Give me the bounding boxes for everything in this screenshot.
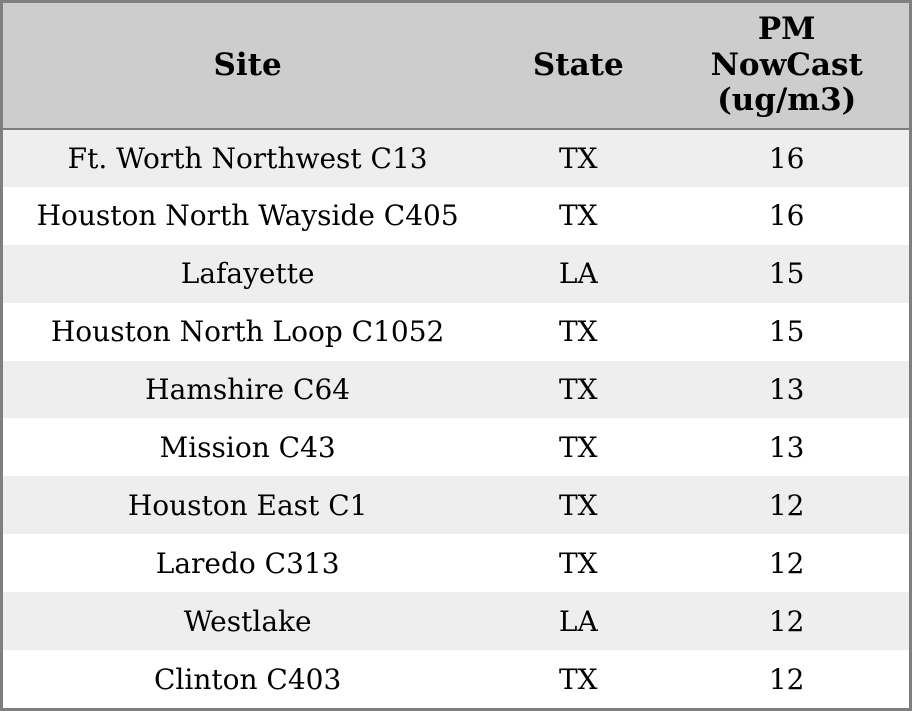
table-row: Mission C43 TX 13 (3, 418, 909, 477)
table-row: Laredo C313 TX 12 (3, 534, 909, 593)
cell-site: Hamshire C64 (145, 373, 351, 406)
cell-pm-nowcast: 16 (768, 199, 805, 233)
table-row: Westlake LA 12 (3, 592, 909, 651)
cell-pm-nowcast: 16 (768, 141, 805, 175)
table-header: Site State PM NowCast (ug/m3) (3, 3, 909, 130)
data-table: Site State PM NowCast (ug/m3) Ft. Worth … (3, 3, 909, 708)
cell-state: TX (559, 373, 598, 406)
column-header-pm-nowcast-label: PM NowCast (ug/m3) (710, 11, 863, 119)
cell-pm-nowcast: 12 (768, 488, 805, 522)
cell-state: TX (559, 315, 598, 349)
cell-state: TX (559, 199, 598, 233)
column-header-site: Site (3, 3, 493, 130)
cell-state: TX (559, 488, 598, 522)
column-header-pm-nowcast: PM NowCast (ug/m3) (664, 3, 909, 130)
table-row: Lafayette LA 15 (3, 244, 909, 303)
cell-state: TX (559, 430, 598, 464)
cell-site: Mission C43 (159, 430, 336, 464)
cell-state: LA (558, 604, 598, 638)
table-body: Ft. Worth Northwest C13 TX 16 Houston North… (3, 129, 909, 708)
table-row: Houston North Wayside C405 TX 16 (3, 186, 909, 245)
table-row: Ft. Worth Northwest C13 TX 16 (3, 129, 909, 187)
column-header-state: State (492, 3, 665, 130)
header-row: Site State PM NowCast (ug/m3) (3, 3, 909, 130)
cell-pm-nowcast: 12 (768, 662, 805, 696)
cell-state: TX (559, 546, 598, 580)
table-row: Houston East C1 TX 12 (3, 476, 909, 535)
cell-site: Ft. Worth Northwest C13 (67, 141, 428, 175)
cell-pm-nowcast: 12 (768, 604, 805, 638)
cell-site: Laredo C313 (155, 546, 340, 580)
cell-state: TX (559, 662, 598, 696)
cell-pm-nowcast: 15 (768, 257, 805, 291)
cell-pm-nowcast: 15 (768, 315, 805, 349)
cell-pm-nowcast: 13 (768, 373, 805, 406)
cell-state: LA (558, 257, 598, 291)
cell-site: Westlake (183, 604, 312, 638)
table-row: Clinton C403 TX 12 (3, 650, 909, 708)
cell-site: Houston North Loop C1052 (50, 315, 445, 349)
table-row: Hamshire C64 TX 13 (3, 360, 909, 419)
cell-site: Clinton C403 (153, 662, 342, 696)
table-row: Houston North Loop C1052 TX 15 (3, 302, 909, 361)
cell-pm-nowcast: 13 (768, 430, 805, 464)
cell-site: Houston North Wayside C405 (36, 199, 459, 233)
cell-site: Houston East C1 (127, 488, 368, 522)
cell-pm-nowcast: 12 (768, 546, 805, 580)
cell-state: TX (559, 141, 598, 175)
cell-site: Lafayette (180, 257, 315, 291)
